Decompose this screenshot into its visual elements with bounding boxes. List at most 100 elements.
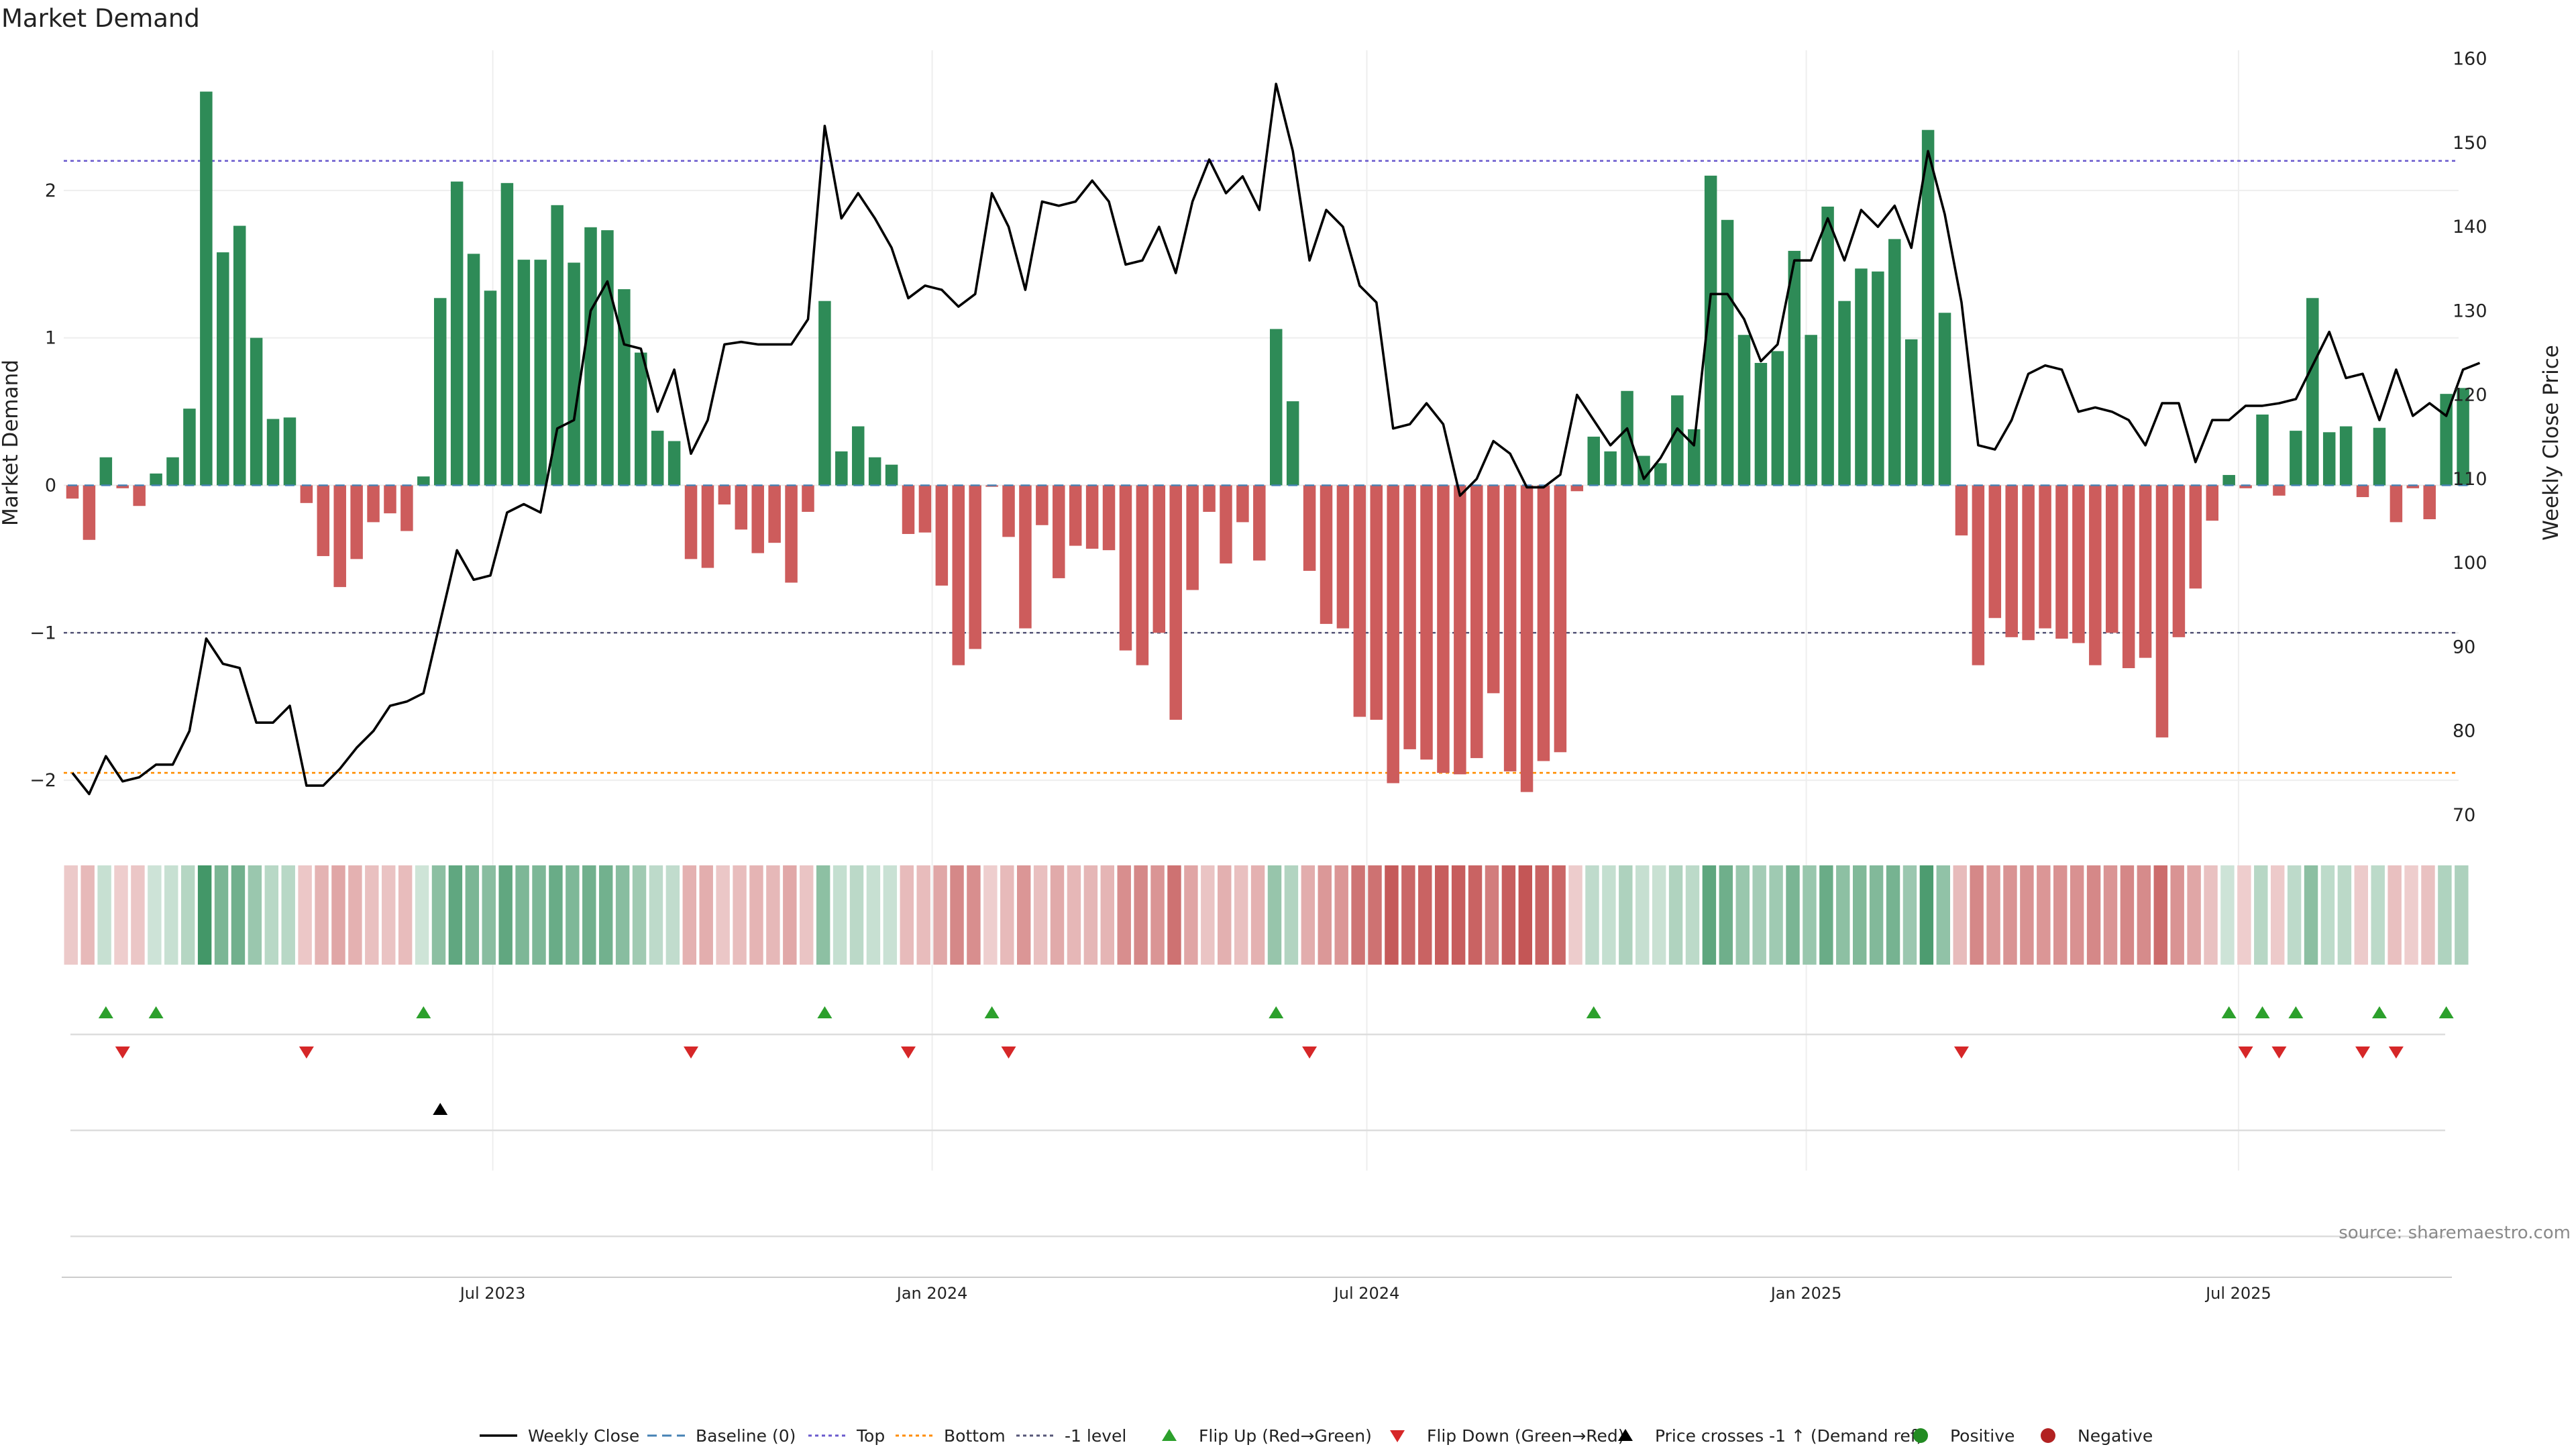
demand-bar [2423,485,2436,519]
legend-item-negative: Negative [2041,1426,2153,1446]
heat-cell [448,865,463,965]
heat-cell [1284,865,1299,965]
y2-tick-label: 90 [2453,637,2475,657]
demand-bar [266,419,280,486]
heat-cell [382,865,396,965]
demand-bar [2089,485,2102,665]
demand-bar [1754,363,1768,486]
demand-bar [1203,485,1216,513]
demand-bar [2155,485,2169,738]
y-tick-label: 2 [45,180,56,201]
heat-cell [2354,865,2369,965]
demand-bar [1621,390,1633,486]
demand-bar [802,485,814,513]
demand-bar [333,485,346,588]
heat-cell [1083,865,1098,965]
heat-cell [248,865,262,965]
demand-bar [1520,485,1534,792]
y2-tick-label: 70 [2453,805,2475,826]
heat-cell [566,865,580,965]
x-tick-label: Jul 2024 [1333,1284,1400,1303]
heat-cell [800,865,814,965]
demand-bar [350,485,363,559]
demand-bar [2356,485,2369,498]
heat-cell [967,865,981,965]
y2-tick-label: 100 [2453,553,2487,574]
demand-bar [851,426,865,486]
demand-bar [2005,485,2018,637]
demand-bar [1537,485,1550,761]
demand-bar [1136,485,1149,665]
demand-bar [250,337,263,486]
demand-bar [1855,268,1868,486]
heat-cell [1568,865,1582,965]
heat-cell [1117,865,1131,965]
demand-bar [1253,485,1266,561]
heat-cell [1150,865,1165,965]
demand-bar [2022,485,2035,641]
heat-cell [582,865,596,965]
y2-axis-ticks: 160 150 140 130 120 110 100 90 80 70 [2453,49,2487,826]
demand-bar [1454,485,1466,775]
demand-bar [1604,451,1617,486]
demand-bar [1838,301,1851,486]
heat-cell [1852,865,1867,965]
demand-bar [1904,339,1918,486]
demand-bar [701,485,714,568]
demand-bar [1554,485,1567,753]
heat-cell [1735,865,1750,965]
heat-cell [849,865,864,965]
demand-bar [116,485,129,488]
heat-cell [716,865,730,965]
heat-cell [2153,865,2167,965]
flip-up-marker [416,1006,431,1018]
reference-lines [64,160,2459,774]
flip-up-marker [2255,1006,2270,1018]
heat-cell [1301,865,1316,965]
heat-cell [2170,865,2184,965]
demand-bar [2290,431,2302,486]
flip-down-marker [684,1046,699,1059]
heat-cell [214,865,229,965]
flip-down-marker [1302,1046,1318,1059]
heat-cell [2421,865,2435,965]
flip-up-marker [1586,1006,1601,1018]
demand-bar [1036,485,1049,525]
demand-bar [818,301,831,486]
source-note: source: sharemaestro.com [2339,1223,2571,1243]
heat-cell [916,865,930,965]
heat-cell [1869,865,1884,965]
flip-up-marker [984,1006,1000,1018]
heat-cell [1368,865,1382,965]
heat-cell [1752,865,1766,965]
heat-cell [1318,865,1332,965]
y2-tick-label: 110 [2453,469,2487,490]
heat-cell [1351,865,1365,965]
demand-bar [517,260,531,486]
demand-bar [1503,485,1517,771]
heat-cell [2120,865,2135,965]
heat-cell [1919,865,1934,965]
demand-bar [651,431,664,486]
legend-item-price: Weekly Close [480,1426,639,1446]
demand-bar [2105,485,2118,633]
heat-cell [2103,865,2118,965]
heat-cell [1635,865,1650,965]
price-cross-marker [433,1103,448,1115]
demand-bar [1737,335,1751,486]
legend-label: Negative [2078,1426,2153,1446]
heat-cell [1434,865,1449,965]
legend-label: Baseline (0) [696,1426,796,1446]
demand-bar [183,409,196,486]
heat-cell [1953,865,1967,965]
heat-cell [2254,865,2268,965]
demand-bar [1671,395,1684,486]
heat-cell [2438,865,2452,965]
demand-bar [969,485,981,649]
x-tick-label: Jan 2024 [896,1284,968,1303]
heat-cell [2053,865,2068,965]
demand-bar [868,457,881,486]
heat-cell [1535,865,1549,965]
demand-bar [300,485,313,503]
demand-bar [450,181,464,486]
